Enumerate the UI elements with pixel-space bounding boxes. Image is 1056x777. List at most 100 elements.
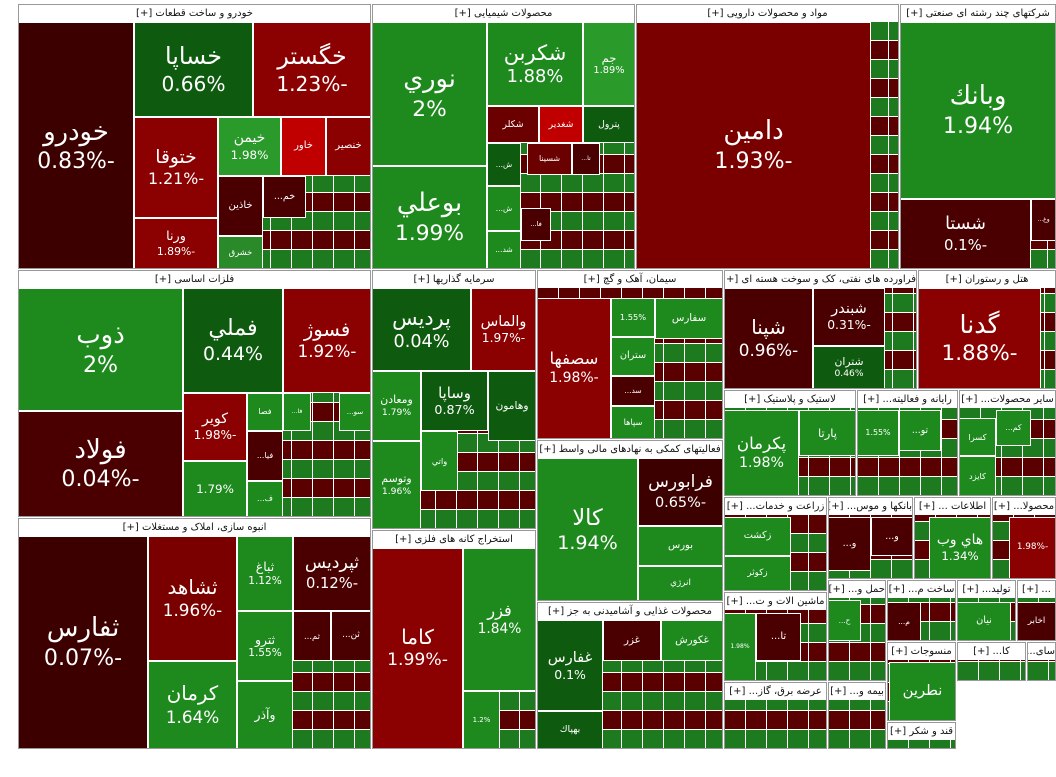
stock-tile[interactable]: بورس bbox=[638, 526, 722, 566]
stock-tile[interactable]: خگستر -1.23% bbox=[253, 22, 370, 117]
sector-title[interactable]: قند و شکر [+] bbox=[888, 723, 955, 740]
stock-tile[interactable]: نوري 2% bbox=[373, 22, 487, 166]
stock-tile[interactable]: 1.79% bbox=[183, 461, 247, 516]
sector-title[interactable]: ... [+] bbox=[1018, 581, 1055, 598]
sector-title[interactable]: سایر محصولات... [+] bbox=[960, 391, 1055, 408]
sector-title[interactable]: اطلاعات ... [+] bbox=[915, 498, 990, 515]
stock-tile[interactable]: 1.55% bbox=[611, 298, 655, 337]
sector-title[interactable]: بیمه و... [+] bbox=[829, 683, 885, 700]
sector-title[interactable]: انبوه سازی، املاک و مستغلات [+] bbox=[19, 519, 370, 536]
sector-title[interactable]: ساخت م... [+] bbox=[888, 581, 955, 598]
stock-tile[interactable]: 1.98% bbox=[725, 613, 756, 680]
sector-title[interactable]: محصولات غذایی و آشامیدنی به جز [+] bbox=[538, 603, 722, 620]
stock-tile[interactable]: شكربن 1.88% bbox=[487, 22, 583, 106]
stock-tile[interactable]: سصفها -1.98% bbox=[538, 298, 611, 438]
sector-title[interactable]: منسوجات [+] bbox=[888, 643, 955, 660]
stock-tile[interactable]: و... bbox=[829, 517, 871, 571]
stock-tile[interactable]: وتوسم 1.96% bbox=[373, 441, 421, 528]
stock-tile[interactable]: واتي bbox=[421, 431, 458, 491]
stock-tile[interactable]: شبندر -0.31% bbox=[813, 288, 885, 346]
stock-tile[interactable]: سفارس bbox=[655, 298, 722, 339]
stock-tile[interactable]: ثپردیس -0.12% bbox=[293, 536, 370, 611]
stock-tile[interactable]: ختوقا -1.21% bbox=[134, 117, 218, 218]
sector-title[interactable]: سای... [+] bbox=[1028, 643, 1055, 660]
stock-tile[interactable]: فرابورس -0.65% bbox=[638, 458, 722, 526]
sector-title[interactable]: تولید... [+] bbox=[958, 581, 1015, 598]
stock-tile[interactable]: كرمان 1.64% bbox=[148, 661, 237, 748]
stock-tile[interactable]: فولاد -0.04% bbox=[19, 411, 183, 516]
stock-tile[interactable]: ورنا -1.89% bbox=[134, 218, 218, 268]
stock-tile[interactable]: هاي وب 1.34% bbox=[929, 517, 990, 578]
stock-tile[interactable]: فملي 0.44% bbox=[183, 288, 283, 393]
stock-tile[interactable]: 1.55% bbox=[858, 410, 899, 456]
stock-tile[interactable]: شغدير bbox=[539, 106, 583, 143]
stock-tile[interactable]: خیمن 1.98% bbox=[218, 117, 281, 176]
stock-tile[interactable]: کویر -1.98% bbox=[183, 393, 247, 461]
stock-tile[interactable]: شسينا bbox=[527, 143, 572, 175]
stock-tile[interactable]: سپاها bbox=[611, 406, 655, 438]
stock-tile[interactable]: زكوثر bbox=[725, 556, 791, 590]
stock-tile[interactable]: غكورش bbox=[661, 620, 722, 661]
stock-tile[interactable]: والماس -1.97% bbox=[471, 288, 535, 371]
stock-tile[interactable]: غزر bbox=[603, 620, 661, 661]
stock-tile[interactable]: شتران 0.46% bbox=[813, 346, 885, 388]
sector-title[interactable]: محصولا... [+] bbox=[993, 498, 1055, 515]
stock-tile[interactable]: بهپاك bbox=[538, 711, 603, 748]
sector-title[interactable]: شرکتهای چند رشته ای صنعتی [+] bbox=[901, 5, 1055, 22]
sector-title[interactable]: استخراج کانه های فلزی [+] bbox=[373, 531, 535, 548]
stock-tile[interactable]: گدنا -1.88% bbox=[919, 288, 1041, 388]
sector-title[interactable]: حمل و... [+] bbox=[829, 581, 885, 598]
stock-tile[interactable]: ش... bbox=[487, 143, 521, 186]
stock-tile[interactable]: م... bbox=[888, 602, 921, 640]
stock-tile[interactable]: نطرين bbox=[889, 662, 955, 720]
stock-tile[interactable]: خم... bbox=[263, 176, 306, 218]
stock-tile[interactable]: خشرق bbox=[218, 236, 263, 268]
stock-tile[interactable]: وهامون bbox=[488, 371, 535, 441]
stock-tile[interactable]: جم 1.89% bbox=[583, 22, 634, 106]
stock-tile[interactable]: ش... bbox=[487, 186, 521, 231]
sector-title[interactable]: رایانه و فعالیته... [+] bbox=[858, 391, 957, 408]
sector-title[interactable]: زراعت و خدمات... [+] bbox=[725, 498, 826, 515]
sector-title[interactable]: فعالیتهای کمکی به نهادهای مالی واسط [+] bbox=[538, 441, 722, 458]
stock-tile[interactable]: پترول bbox=[583, 106, 634, 143]
stock-tile[interactable]: وبانك 1.94% bbox=[901, 22, 1055, 199]
sector-title[interactable]: هتل و رستوران [+] bbox=[919, 271, 1055, 288]
stock-tile[interactable]: ح... bbox=[829, 600, 861, 641]
stock-tile[interactable]: تا... bbox=[756, 613, 801, 661]
stock-tile[interactable]: شد... bbox=[487, 231, 521, 268]
sector-title[interactable]: خودرو و ساخت قطعات [+] bbox=[19, 5, 370, 22]
stock-tile[interactable]: ثترو 1.55% bbox=[237, 611, 293, 681]
stock-tile[interactable]: ثفارس -0.07% bbox=[19, 536, 148, 748]
stock-tile[interactable]: خنصیر bbox=[326, 117, 370, 176]
stock-tile[interactable]: بوعلي 1.99% bbox=[373, 166, 487, 268]
stock-tile[interactable]: و... bbox=[871, 517, 912, 556]
stock-tile[interactable]: اخابر bbox=[1018, 602, 1055, 640]
stock-tile[interactable]: خاذین bbox=[218, 176, 263, 236]
sector-title[interactable]: کا... [+] bbox=[958, 643, 1025, 660]
sector-title[interactable]: بانکها و موس... [+] bbox=[829, 498, 912, 515]
stock-tile[interactable]: فا... bbox=[283, 393, 311, 431]
stock-tile[interactable]: ثباغ 1.12% bbox=[237, 536, 293, 611]
stock-tile[interactable]: كسرا bbox=[960, 418, 996, 456]
stock-tile[interactable]: ستران bbox=[611, 337, 655, 376]
sector-title[interactable]: محصولات شیمیایی [+] bbox=[373, 5, 634, 22]
sector-title[interactable]: عرضه برق، گاز... [+] bbox=[725, 683, 826, 700]
stock-tile[interactable]: خساپا 0.66% bbox=[134, 22, 253, 117]
stock-tile[interactable]: فيا... bbox=[247, 431, 283, 481]
stock-tile[interactable]: شپنا -0.96% bbox=[725, 288, 813, 388]
stock-tile[interactable]: کم... bbox=[996, 410, 1031, 446]
stock-tile[interactable]: ذوب 2% bbox=[19, 288, 183, 411]
stock-tile[interactable]: غفارس 0.1% bbox=[538, 620, 603, 711]
stock-tile[interactable]: وساپا 0.87% bbox=[421, 371, 488, 431]
stock-tile[interactable]: ثشاهد -1.96% bbox=[148, 536, 237, 661]
stock-tile[interactable]: وغ... bbox=[1031, 199, 1055, 241]
stock-tile[interactable]: فصا bbox=[247, 393, 283, 431]
stock-tile[interactable]: تا... bbox=[572, 143, 600, 175]
stock-tile[interactable]: ف... bbox=[247, 481, 283, 516]
stock-tile[interactable]: نيان bbox=[958, 602, 1011, 640]
sector-title[interactable]: سیمان، آهک و گچ [+] bbox=[538, 271, 722, 288]
stock-tile[interactable]: ثم... bbox=[293, 611, 331, 661]
sector-title[interactable]: فراورده های نفتی، کک و سوخت هسته ای [+] bbox=[725, 271, 916, 288]
stock-tile[interactable]: 1.2% bbox=[463, 691, 500, 748]
stock-tile[interactable]: سو... bbox=[339, 393, 370, 431]
